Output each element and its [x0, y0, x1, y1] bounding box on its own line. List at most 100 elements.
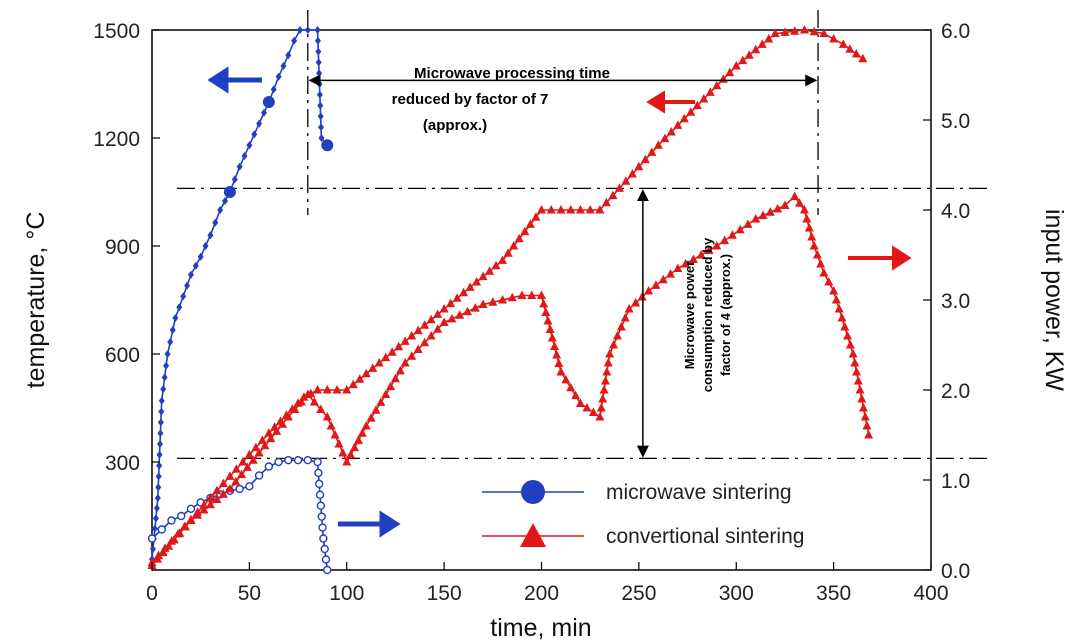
y-right-tick-label: 5.0 — [941, 110, 970, 133]
data-point-mw_power — [254, 471, 264, 480]
data-point-conv_power — [158, 547, 168, 557]
data-point-mw_temp — [231, 175, 238, 184]
data-point-conv_temp — [332, 385, 342, 394]
data-point-conv_power — [758, 210, 768, 220]
data-point-conv_power — [735, 224, 745, 234]
legend-item-microwave: microwave sintering — [482, 480, 792, 504]
data-point-conv_temp — [627, 169, 637, 178]
data-point-mw_temp — [156, 450, 163, 459]
data-point-conv_power — [225, 484, 235, 493]
data-point-conv_power — [277, 419, 287, 428]
data-point-mw_temp — [317, 101, 324, 110]
y-axis-right-title: input power, KW — [1040, 209, 1067, 391]
data-point-conv_temp — [731, 61, 741, 70]
data-point-conv_power — [829, 286, 839, 295]
axes-layer: 0 50 100 150 200 250 300 350 400 300 600 900 1200 150… — [93, 20, 970, 605]
data-point-mw_power — [320, 544, 329, 554]
data-point-conv_power — [858, 403, 868, 412]
data-point-conv_temp — [819, 28, 829, 38]
data-point-mw_temp — [246, 141, 253, 150]
data-point-conv_power — [316, 404, 326, 413]
data-point-conv_power — [824, 277, 834, 286]
data-point-conv_power — [831, 295, 841, 304]
data-point-conv_power — [609, 340, 619, 349]
data-point-conv_power — [433, 324, 443, 333]
data-point-conv_temp — [452, 293, 462, 302]
data-point-conv_power — [845, 340, 855, 349]
data-point-conv_power — [290, 404, 300, 413]
data-point-large-mw_temp — [262, 96, 275, 108]
y-right-tick-label: 3.0 — [941, 290, 970, 313]
data-point-conv_power — [582, 403, 592, 412]
data-point-conv_power — [334, 439, 344, 448]
series-layer — [147, 25, 874, 575]
data-point-mw_power — [321, 555, 331, 564]
data-point-conv_power — [790, 191, 800, 200]
data-point-mw_temp — [158, 396, 165, 405]
data-point-conv_temp — [465, 282, 475, 291]
data-point-mw_temp — [163, 361, 170, 370]
data-point-conv_power — [386, 381, 396, 391]
legend: microwave sintering convertional sinteri… — [482, 480, 804, 548]
data-point-mw_temp — [207, 231, 214, 240]
y-right-tick-label: 6.0 — [941, 20, 970, 43]
y-right-tick-label: 4.0 — [941, 200, 970, 223]
data-point-conv_power — [658, 274, 668, 284]
data-point-conv_power — [598, 394, 608, 403]
data-point-conv_power — [840, 322, 850, 331]
data-point-conv_power — [688, 254, 698, 263]
data-point-conv_power — [588, 407, 598, 416]
annotation-time-line-2: reduced by factor of 7 — [392, 91, 549, 108]
data-point-conv_temp — [472, 277, 482, 286]
data-point-conv_power — [342, 457, 352, 466]
annotation-time-line-1: Microwave processing time — [414, 65, 610, 82]
data-point-conv_power — [843, 331, 853, 340]
data-point-conv_temp — [738, 55, 748, 65]
y-left-tick-label: 300 — [105, 452, 140, 475]
arrow-left-red-icon — [646, 90, 695, 114]
data-point-conv_power — [599, 385, 609, 394]
data-point-conv_temp — [647, 147, 657, 156]
data-point-conv_power — [439, 317, 449, 326]
data-point-conv_temp — [509, 241, 519, 250]
data-point-conv_power — [322, 412, 332, 421]
data-point-conv_power — [376, 397, 386, 406]
series-mw_power — [147, 456, 332, 575]
data-point-conv_power — [447, 313, 457, 323]
data-point-conv_power — [561, 374, 571, 384]
data-point-conv_power — [455, 310, 465, 319]
data-point-conv_temp — [780, 27, 790, 36]
data-point-conv_temp — [433, 309, 443, 318]
data-point-mw_temp — [314, 26, 321, 34]
data-point-conv_temp — [394, 341, 404, 351]
data-point-mw_temp — [315, 47, 322, 56]
data-point-mw_temp — [212, 218, 219, 227]
data-point-conv_temp — [439, 304, 449, 313]
data-point-mw_temp — [275, 72, 282, 81]
y-left-tick-label: 900 — [105, 236, 140, 259]
data-point-mw_power — [245, 482, 254, 491]
data-point-conv_power — [612, 331, 622, 340]
data-point-conv_power — [605, 349, 615, 358]
annotation-power-line-3: factor of 4 (approx.) — [718, 254, 733, 376]
data-point-conv_power — [309, 397, 319, 406]
data-point-conv_temp — [705, 87, 715, 96]
y-axis-left-title: temperature, °C — [22, 212, 50, 389]
data-point-mw_power — [315, 479, 324, 489]
data-point-mw_temp — [180, 292, 187, 301]
data-point-mw_power — [177, 511, 186, 521]
data-point-conv_temp — [634, 161, 644, 171]
data-point-mw_temp — [241, 152, 248, 160]
data-point-conv_power — [507, 292, 517, 302]
data-point-conv_temp — [491, 260, 501, 270]
data-point-conv_temp — [520, 226, 530, 236]
data-point-conv_power — [816, 259, 826, 268]
data-point-conv_temp — [608, 190, 618, 200]
data-point-conv_temp — [686, 107, 696, 116]
data-point-conv_power — [537, 290, 546, 299]
data-point-conv_power — [855, 385, 865, 394]
data-point-conv_power — [517, 290, 527, 299]
data-point-conv_power — [857, 394, 867, 403]
data-point-conv_power — [862, 421, 872, 430]
annotation-time-line-3: (approx.) — [423, 117, 487, 134]
